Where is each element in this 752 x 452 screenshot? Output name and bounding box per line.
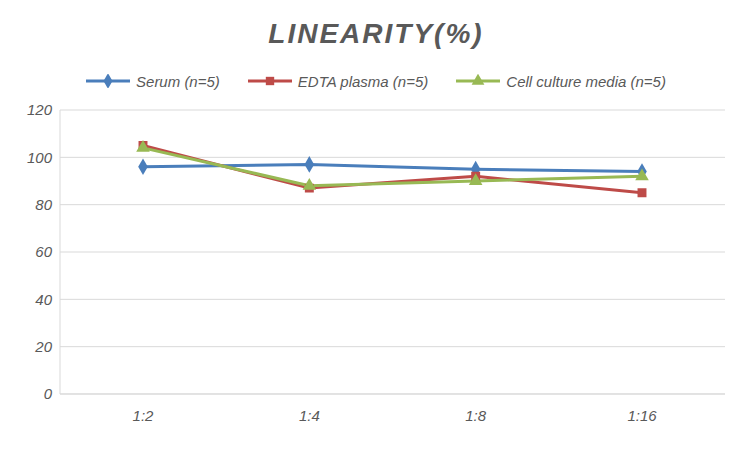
svg-text:20: 20	[34, 338, 52, 355]
html-text:Cell culture media (n=5): Cell culture media (n=5)	[506, 72, 666, 90]
svg-text:1:4: 1:4	[299, 407, 320, 424]
svg-text:40: 40	[35, 291, 52, 308]
svg-text:60: 60	[35, 243, 52, 260]
svg-text:100: 100	[27, 149, 53, 166]
html-text:EDTA plasma (n=5): EDTA plasma (n=5)	[297, 72, 429, 90]
svg-text:1:8: 1:8	[465, 407, 487, 424]
svg-text:80: 80	[35, 196, 52, 213]
svg-text:0: 0	[44, 385, 53, 402]
svg-text:120: 120	[27, 101, 53, 118]
html-text:LINEARITY(%): LINEARITY(%)	[268, 18, 484, 49]
html-text:Serum (n=5): Serum (n=5)	[136, 72, 220, 90]
svg-text:1:2: 1:2	[133, 407, 155, 424]
svg-text:1:16: 1:16	[627, 407, 657, 424]
